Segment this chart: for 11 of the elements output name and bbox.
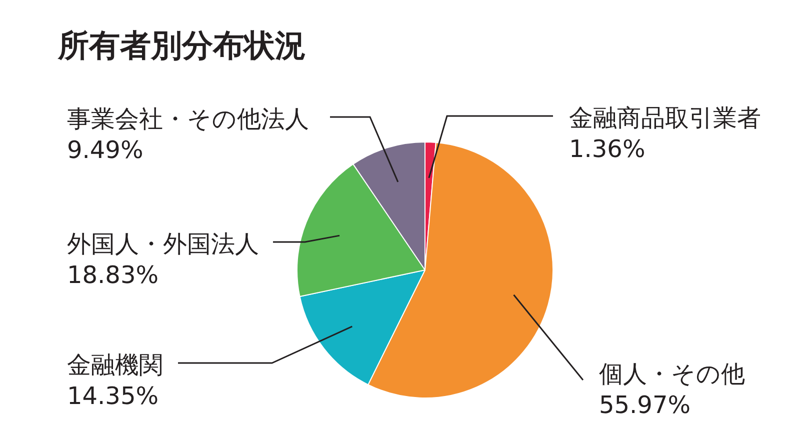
data-label: 9.49% [67,136,144,164]
slice-label: 金融機関 [67,351,163,379]
slice-label: 外国人・外国法人 [67,230,259,258]
slice-label: 金融商品取引業者 [569,104,761,132]
data-label: 18.83% [67,261,159,290]
slice-label: 個人・その他 [599,360,745,388]
data-label: 14.35% [67,382,159,410]
slice-label: 事業会社・その他法人 [67,105,309,133]
data-label: 1.36% [569,135,646,164]
chart-title: 所有者別分布状況 [57,28,306,64]
data-label: 55.97% [599,391,691,420]
